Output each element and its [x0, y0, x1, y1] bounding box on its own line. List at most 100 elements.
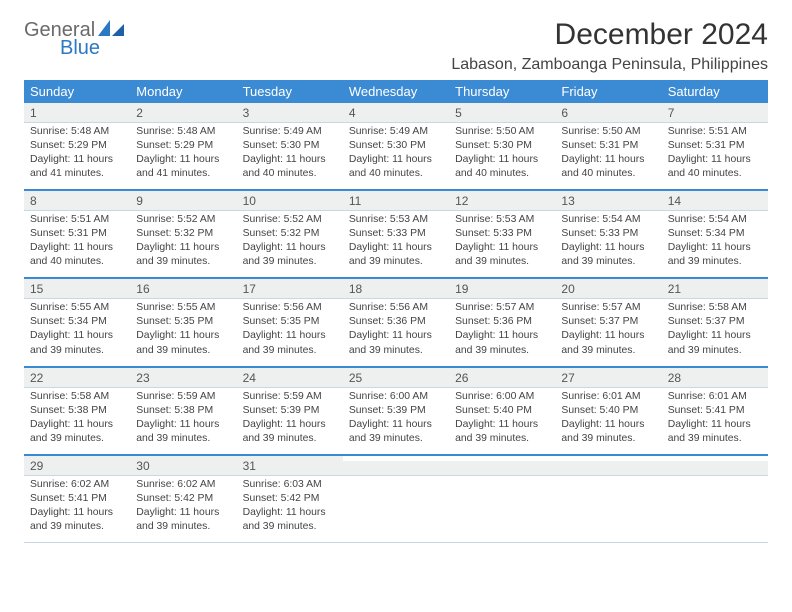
daylight-text: and 40 minutes.	[243, 167, 337, 181]
header-row: General Blue December 2024 Labason, Zamb…	[24, 18, 768, 74]
day-number: 3	[237, 103, 343, 122]
sunset-text: Sunset: 5:41 PM	[30, 492, 124, 506]
daylight-text: Daylight: 11 hours	[30, 153, 124, 167]
daylight-text: and 39 minutes.	[561, 255, 655, 269]
day-number: 8	[24, 191, 130, 210]
day-cell: Sunrise: 6:00 AMSunset: 5:40 PMDaylight:…	[449, 388, 555, 454]
day-number-row: 1234567	[24, 103, 768, 123]
daylight-text: Daylight: 11 hours	[349, 241, 443, 255]
daylight-text: Daylight: 11 hours	[136, 329, 230, 343]
daylight-text: and 39 minutes.	[349, 344, 443, 358]
sunset-text: Sunset: 5:40 PM	[561, 404, 655, 418]
sunrise-text: Sunrise: 5:57 AM	[561, 301, 655, 315]
day-number: 13	[555, 191, 661, 210]
sunrise-text: Sunrise: 5:51 AM	[30, 213, 124, 227]
brand-text: General Blue	[24, 18, 126, 58]
day-number: 27	[555, 368, 661, 387]
day-number: 16	[130, 279, 236, 298]
sunrise-text: Sunrise: 6:00 AM	[455, 390, 549, 404]
daylight-text: Daylight: 11 hours	[243, 506, 337, 520]
sunset-text: Sunset: 5:37 PM	[668, 315, 762, 329]
day-body-row: Sunrise: 5:51 AMSunset: 5:31 PMDaylight:…	[24, 211, 768, 279]
sunrise-text: Sunrise: 5:56 AM	[243, 301, 337, 315]
sunrise-text: Sunrise: 5:51 AM	[668, 125, 762, 139]
day-number: 21	[662, 279, 768, 298]
day-body-row: Sunrise: 5:48 AMSunset: 5:29 PM Daylight:…	[24, 123, 768, 191]
calendar-table: Sunday Monday Tuesday Wednesday Thursday…	[24, 80, 768, 543]
brand-word-2: Blue	[60, 38, 126, 58]
day-number: 19	[449, 279, 555, 298]
daylight-text: and 39 minutes.	[30, 344, 124, 358]
day-cell: Sunrise: 5:58 AMSunset: 5:37 PMDaylight:…	[662, 299, 768, 365]
day-number: 7	[662, 103, 768, 122]
day-cell: Sunrise: 6:01 AMSunset: 5:41 PMDaylight:…	[662, 388, 768, 454]
day-body-row: Sunrise: 5:58 AMSunset: 5:38 PMDaylight:…	[24, 387, 768, 455]
sunrise-text: Sunrise: 5:55 AM	[30, 301, 124, 315]
daylight-text: and 40 minutes.	[668, 167, 762, 181]
daylight-text: and 39 minutes.	[455, 344, 549, 358]
day-cell: Sunrise: 5:51 AMSunset: 5:31 PMDaylight:…	[662, 123, 768, 189]
daylight-text: Daylight: 11 hours	[668, 241, 762, 255]
day-number: 28	[662, 368, 768, 387]
sunset-text: Sunset: 5:33 PM	[455, 227, 549, 241]
day-cell: Sunrise: 5:50 AMSunset: 5:30 PMDaylight:…	[449, 123, 555, 189]
weekday-header: Saturday	[662, 80, 768, 103]
daylight-text: Daylight: 11 hours	[30, 241, 124, 255]
day-number	[555, 456, 661, 461]
day-number: 24	[237, 368, 343, 387]
daylight-text: and 39 minutes.	[243, 255, 337, 269]
day-cell	[449, 476, 555, 532]
daylight-text: and 39 minutes.	[349, 432, 443, 446]
daylight-text: and 39 minutes.	[136, 520, 230, 534]
daylight-text: Daylight: 11 hours	[243, 153, 337, 167]
sunset-text: Sunset: 5:30 PM	[243, 139, 337, 153]
sunrise-text: Sunrise: 5:58 AM	[30, 390, 124, 404]
day-number: 11	[343, 191, 449, 210]
weekday-header-row: Sunday Monday Tuesday Wednesday Thursday…	[24, 80, 768, 103]
daylight-text: and 40 minutes.	[455, 167, 549, 181]
day-number: 29	[24, 456, 130, 475]
daylight-text: Daylight: 11 hours	[455, 329, 549, 343]
day-cell: Sunrise: 5:57 AMSunset: 5:36 PMDaylight:…	[449, 299, 555, 365]
day-number: 23	[130, 368, 236, 387]
sunset-text: Sunset: 5:33 PM	[349, 227, 443, 241]
day-cell: Sunrise: 5:55 AMSunset: 5:35 PMDaylight:…	[130, 299, 236, 365]
sunset-text: Sunset: 5:30 PM	[455, 139, 549, 153]
sunrise-text: Sunrise: 5:50 AM	[561, 125, 655, 139]
sunrise-text: Sunrise: 5:55 AM	[136, 301, 230, 315]
daylight-text: and 39 minutes.	[30, 520, 124, 534]
daylight-text: Daylight: 11 hours	[349, 418, 443, 432]
day-cell: Sunrise: 5:55 AMSunset: 5:34 PMDaylight:…	[24, 299, 130, 365]
day-number: 15	[24, 279, 130, 298]
daylight-text: Daylight: 11 hours	[30, 329, 124, 343]
daylight-text: Daylight: 11 hours	[30, 506, 124, 520]
weekday-header: Tuesday	[237, 80, 343, 103]
day-number: 6	[555, 103, 661, 122]
day-body-row: Sunrise: 5:55 AMSunset: 5:34 PMDaylight:…	[24, 299, 768, 367]
sunset-text: Sunset: 5:31 PM	[30, 227, 124, 241]
daylight-text: and 39 minutes.	[243, 344, 337, 358]
location-subtitle: Labason, Zamboanga Peninsula, Philippine…	[451, 56, 768, 74]
day-cell: Sunrise: 5:53 AMSunset: 5:33 PMDaylight:…	[449, 211, 555, 277]
day-number: 31	[237, 456, 343, 475]
day-number: 22	[24, 368, 130, 387]
daylight-text: Daylight: 11 hours	[668, 329, 762, 343]
sunset-text: Sunset: 5:29 PM	[136, 139, 230, 153]
sunset-text: Sunset: 5:35 PM	[243, 315, 337, 329]
daylight-text: and 39 minutes.	[455, 432, 549, 446]
weekday-header: Sunday	[24, 80, 130, 103]
daylight-text: Daylight: 11 hours	[455, 153, 549, 167]
daylight-text: and 39 minutes.	[136, 432, 230, 446]
sunrise-text: Sunrise: 5:49 AM	[349, 125, 443, 139]
sunrise-text: Sunrise: 5:52 AM	[243, 213, 337, 227]
day-number: 9	[130, 191, 236, 210]
daylight-text: and 39 minutes.	[561, 432, 655, 446]
day-cell: Sunrise: 5:49 AMSunset: 5:30 PMDaylight:…	[237, 123, 343, 189]
daylight-text: and 41 minutes.	[136, 167, 230, 181]
sunrise-text: Sunrise: 5:49 AM	[243, 125, 337, 139]
day-number-row: 293031	[24, 455, 768, 476]
day-number: 30	[130, 456, 236, 475]
sunrise-text: Sunrise: 5:48 AM	[136, 125, 230, 139]
sunset-text: Sunset: 5:30 PM	[349, 139, 443, 153]
sunset-text: Sunset: 5:34 PM	[30, 315, 124, 329]
